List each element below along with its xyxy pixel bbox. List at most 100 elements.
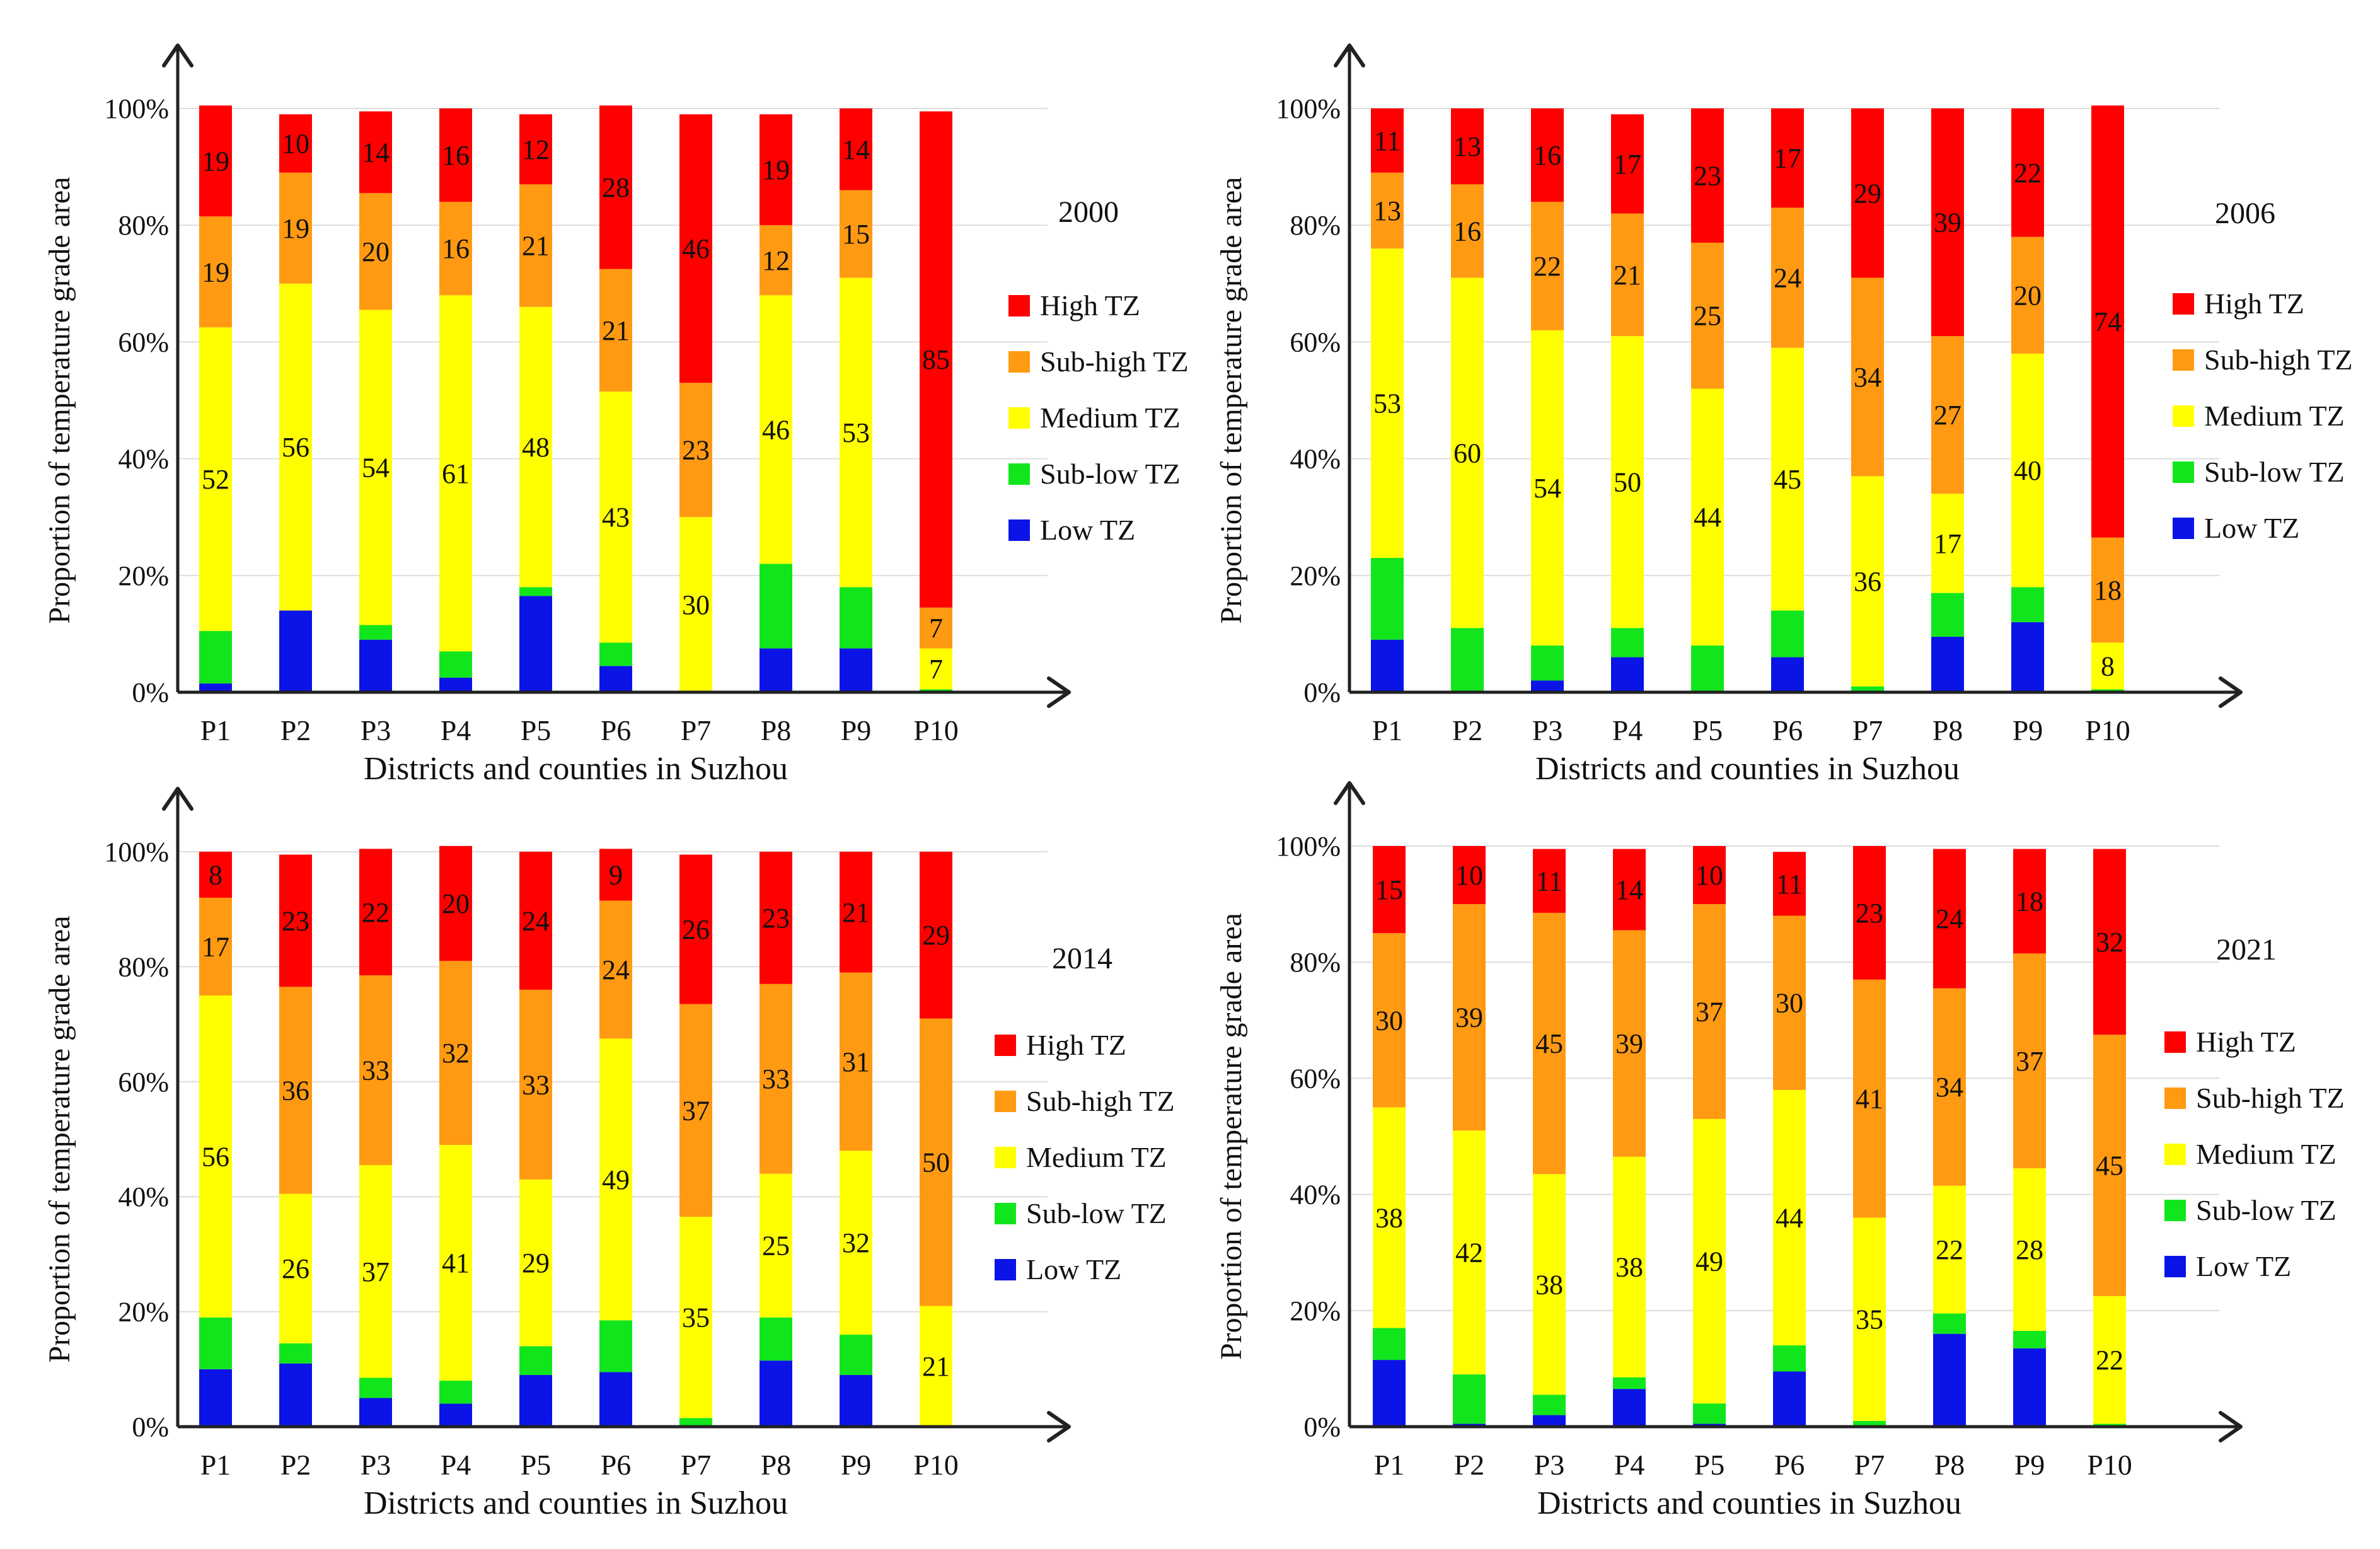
bar-segment bbox=[840, 1151, 872, 1335]
legend-swatch bbox=[995, 1259, 1016, 1280]
bar-segment bbox=[1373, 846, 1406, 934]
x-tick-label: P8 bbox=[1932, 714, 1963, 746]
x-tick-label: P3 bbox=[1534, 1449, 1565, 1481]
x-tick-label: P6 bbox=[1774, 1449, 1805, 1481]
bar-segment bbox=[1771, 610, 1804, 658]
bar-segment bbox=[519, 989, 552, 1180]
bar-segment bbox=[1533, 1174, 1566, 1395]
data-label: 18 bbox=[2016, 886, 2043, 917]
x-tick-label: P1 bbox=[1374, 1449, 1405, 1481]
y-tick-label: 60% bbox=[118, 327, 169, 357]
bar-segment bbox=[920, 607, 952, 649]
bar-segment bbox=[359, 625, 392, 640]
data-label: 26 bbox=[682, 914, 710, 945]
legend-label: Sub-low TZ bbox=[1040, 458, 1181, 490]
legend-swatch bbox=[2173, 293, 2194, 315]
bar-segment bbox=[1451, 184, 1484, 278]
data-label: 32 bbox=[842, 1227, 870, 1258]
bar-segment bbox=[760, 852, 792, 984]
legend-swatch bbox=[1008, 519, 1030, 541]
x-tick-label: P7 bbox=[681, 1449, 712, 1481]
legend-label: Sub-low TZ bbox=[2196, 1194, 2337, 1226]
data-label: 37 bbox=[2016, 1046, 2043, 1077]
data-label: 39 bbox=[1455, 1002, 1483, 1033]
x-axis-title: Districts and counties in Suzhou bbox=[364, 751, 788, 787]
x-axis-arrow-icon bbox=[1047, 676, 1071, 708]
bar-segment bbox=[359, 1398, 392, 1427]
data-label: 50 bbox=[922, 1147, 950, 1178]
bar-segment bbox=[1691, 108, 1724, 243]
data-label: 54 bbox=[1534, 473, 1561, 504]
y-tick-label: 40% bbox=[1290, 1180, 1341, 1210]
data-label: 13 bbox=[1373, 195, 1401, 226]
data-label: 22 bbox=[1936, 1234, 1963, 1265]
y-axis-title: Proportion of temperature grade area bbox=[43, 177, 76, 624]
bar-segment bbox=[1851, 686, 1884, 692]
data-label: 20 bbox=[442, 888, 470, 919]
bar-segment bbox=[1373, 1107, 1406, 1328]
chart-year-label: 2000 bbox=[1058, 195, 1119, 229]
x-tick-label: P5 bbox=[521, 714, 552, 746]
data-label: 29 bbox=[522, 1248, 550, 1279]
bar-segment bbox=[1771, 108, 1804, 208]
bar-segment bbox=[599, 1320, 632, 1372]
data-label: 12 bbox=[762, 245, 790, 276]
bar-segment bbox=[1771, 657, 1804, 692]
data-label: 35 bbox=[682, 1302, 710, 1333]
data-label: 22 bbox=[2096, 1345, 2123, 1376]
data-label: 41 bbox=[442, 1248, 470, 1279]
bar-segment bbox=[1373, 933, 1406, 1108]
legend-swatch bbox=[2164, 1200, 2186, 1221]
bar-segment bbox=[279, 172, 312, 284]
data-label: 17 bbox=[202, 931, 229, 962]
bar-segment bbox=[840, 190, 872, 278]
bar-segment bbox=[1531, 108, 1564, 202]
y-tick-label: 40% bbox=[1290, 444, 1341, 475]
legend-swatch bbox=[1008, 351, 1030, 373]
x-axis-arrow-icon bbox=[1047, 1411, 1071, 1442]
bar-segment bbox=[1853, 1217, 1886, 1421]
data-label: 24 bbox=[1774, 263, 1801, 294]
x-tick-label: P9 bbox=[2014, 1449, 2045, 1481]
bar-segment bbox=[2011, 587, 2044, 622]
chart-year-label: 2021 bbox=[2216, 933, 2277, 966]
bar-segment bbox=[920, 1306, 952, 1427]
data-label: 25 bbox=[1694, 301, 1721, 332]
bar-segment bbox=[1691, 242, 1724, 389]
data-label: 60 bbox=[1453, 438, 1481, 468]
x-tick-label: P4 bbox=[1612, 714, 1643, 746]
chart-panel-2014: 0% 20% 40% 60% 80% 100% 56 17 8 P1 26 36 23 P2 37 33 22 P… bbox=[43, 787, 1175, 1521]
data-label: 56 bbox=[282, 432, 309, 463]
data-label: 22 bbox=[362, 897, 390, 928]
bar-segment bbox=[359, 310, 392, 625]
data-label: 20 bbox=[2014, 280, 2042, 311]
data-label: 23 bbox=[682, 435, 710, 466]
data-label: 10 bbox=[1455, 860, 1483, 891]
bar-segment bbox=[1691, 388, 1724, 646]
bar-segment bbox=[1611, 336, 1644, 629]
bar-segment bbox=[1931, 108, 1964, 337]
data-label: 36 bbox=[282, 1075, 309, 1106]
data-label: 45 bbox=[1535, 1028, 1563, 1059]
x-tick-label: P6 bbox=[1772, 714, 1803, 746]
bar-segment bbox=[599, 900, 632, 1039]
data-label: 11 bbox=[1374, 125, 1401, 156]
data-label: 24 bbox=[602, 954, 630, 985]
bar-segment bbox=[2011, 108, 2044, 237]
data-label: 16 bbox=[442, 140, 470, 171]
y-tick-label: 100% bbox=[1276, 831, 1341, 862]
bar-segment bbox=[1533, 1415, 1566, 1427]
data-label: 26 bbox=[282, 1253, 309, 1284]
y-axis-title: Proportion of temperature grade area bbox=[1215, 913, 1248, 1360]
legend-swatch bbox=[2173, 405, 2194, 427]
bar-segment bbox=[199, 897, 232, 995]
bar-segment bbox=[519, 1346, 552, 1375]
data-label: 28 bbox=[2016, 1234, 2043, 1265]
data-label: 14 bbox=[362, 137, 390, 168]
bar-segment bbox=[599, 1372, 632, 1427]
bar-segment bbox=[840, 648, 872, 692]
data-label: 39 bbox=[1615, 1028, 1643, 1059]
bar-segment bbox=[760, 295, 792, 564]
data-label: 29 bbox=[1854, 178, 1881, 209]
x-tick-label: P10 bbox=[2087, 1449, 2132, 1481]
